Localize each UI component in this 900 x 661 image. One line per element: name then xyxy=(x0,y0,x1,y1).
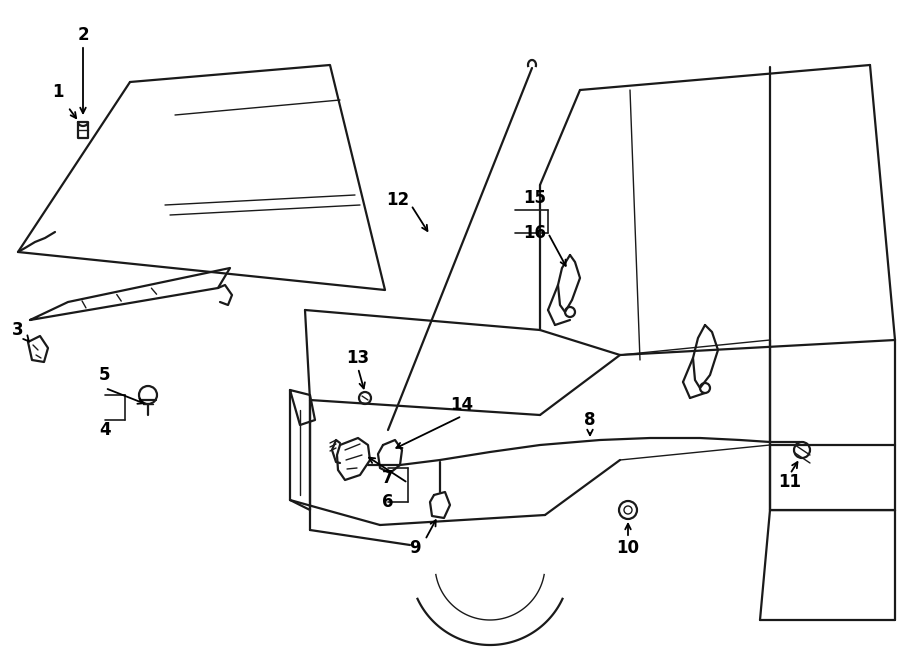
Text: 4: 4 xyxy=(99,421,111,439)
Text: 13: 13 xyxy=(346,349,370,367)
Text: 9: 9 xyxy=(410,539,421,557)
Text: 6: 6 xyxy=(382,493,394,511)
Text: 8: 8 xyxy=(584,411,596,429)
Text: 3: 3 xyxy=(13,321,23,339)
Text: 11: 11 xyxy=(778,473,802,491)
Text: 14: 14 xyxy=(450,396,473,414)
Text: 1: 1 xyxy=(52,83,64,101)
Text: 12: 12 xyxy=(386,191,410,209)
Text: 7: 7 xyxy=(382,469,394,487)
Text: 2: 2 xyxy=(77,26,89,44)
Text: 15: 15 xyxy=(524,189,546,207)
Text: 10: 10 xyxy=(616,539,640,557)
Text: 5: 5 xyxy=(99,366,111,384)
Text: 16: 16 xyxy=(524,224,546,242)
